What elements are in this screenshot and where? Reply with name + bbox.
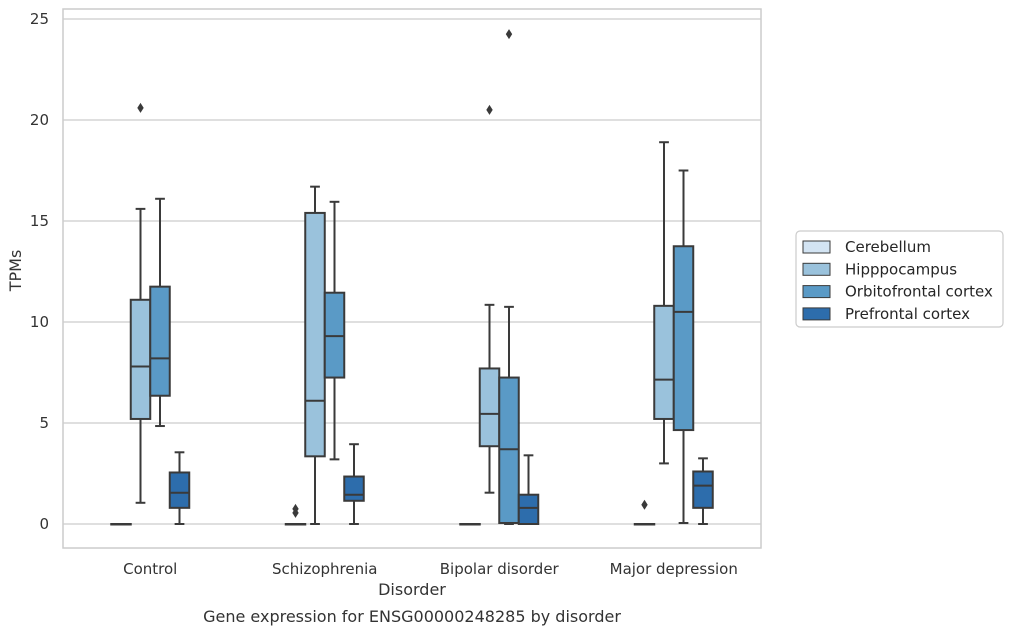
y-tick-label: 20 <box>30 111 49 129</box>
legend-label: Orbitofrontal cortex <box>845 283 993 301</box>
box-body <box>672 245 695 432</box>
y-tick-label: 0 <box>39 515 49 533</box>
legend: Cerebellum Hipppocampus Orbitofrontal cort… <box>795 230 1004 328</box>
box-body <box>653 304 675 420</box>
box-prefrontal-cortex <box>343 443 365 525</box>
box-orbitofrontal-cortex <box>672 169 695 524</box>
box-hipppocampus <box>478 104 501 494</box>
y-tick-label: 25 <box>30 10 49 28</box>
legend-label: Prefrontal cortex <box>845 305 970 323</box>
outlier-point <box>641 499 648 510</box>
x-tick-label: Major depression <box>610 560 738 578</box>
box-body <box>129 298 152 420</box>
legend-swatch <box>802 307 831 321</box>
y-axis-label: TPMs <box>6 250 25 293</box>
legend-swatch <box>802 285 831 299</box>
y-tick-label: 5 <box>39 414 49 432</box>
box-hipppocampus <box>129 102 152 504</box>
plot-frame <box>62 8 762 549</box>
box-prefrontal-cortex <box>692 457 714 525</box>
box-orbitofrontal-cortex <box>149 197 171 428</box>
y-tick-label: 10 <box>30 313 49 331</box>
box-orbitofrontal-cortex <box>323 200 346 461</box>
outlier-point <box>486 104 493 115</box>
legend-label: Cerebellum <box>845 238 931 256</box>
box-body <box>168 471 191 509</box>
box-cerebellum <box>633 499 656 526</box>
box-prefrontal-cortex <box>517 454 540 525</box>
box-cerebellum <box>284 503 307 526</box>
box-body <box>304 211 326 458</box>
legend-swatch <box>802 240 831 254</box>
box-body <box>343 475 365 502</box>
outlier-point <box>505 29 513 40</box>
x-axis-label: Disorder <box>378 580 446 599</box>
x-tick-labels: Control Schizophrenia Bipolar disorder Majo… <box>123 560 738 578</box>
legend-swatch <box>802 262 831 276</box>
box-hipppocampus <box>653 141 675 465</box>
box-body <box>692 470 714 509</box>
x-tick-label: Bipolar disorder <box>440 560 560 578</box>
legend-frame <box>795 230 1004 328</box>
box-prefrontal-cortex <box>168 451 191 525</box>
box-body <box>149 285 171 397</box>
chart-caption: Gene expression for ENSG00000248285 by d… <box>203 607 621 626</box>
box-body <box>498 376 520 524</box>
x-tick-label: Schizophrenia <box>272 560 377 578</box>
box-body <box>517 493 540 525</box>
box-groups <box>110 29 714 526</box>
box-body <box>478 367 501 448</box>
box-orbitofrontal-cortex <box>498 29 520 525</box>
box-body <box>323 291 346 379</box>
outlier-point <box>137 102 144 113</box>
box-cerebellum <box>459 523 481 526</box>
outlier-point <box>292 503 299 514</box>
legend-label: Hipppocampus <box>845 260 957 278</box>
box-cerebellum <box>110 523 132 526</box>
x-tick-label: Control <box>123 560 177 578</box>
y-tick-labels: 0 5 10 15 20 25 <box>30 10 49 533</box>
y-tick-label: 15 <box>30 212 49 230</box>
